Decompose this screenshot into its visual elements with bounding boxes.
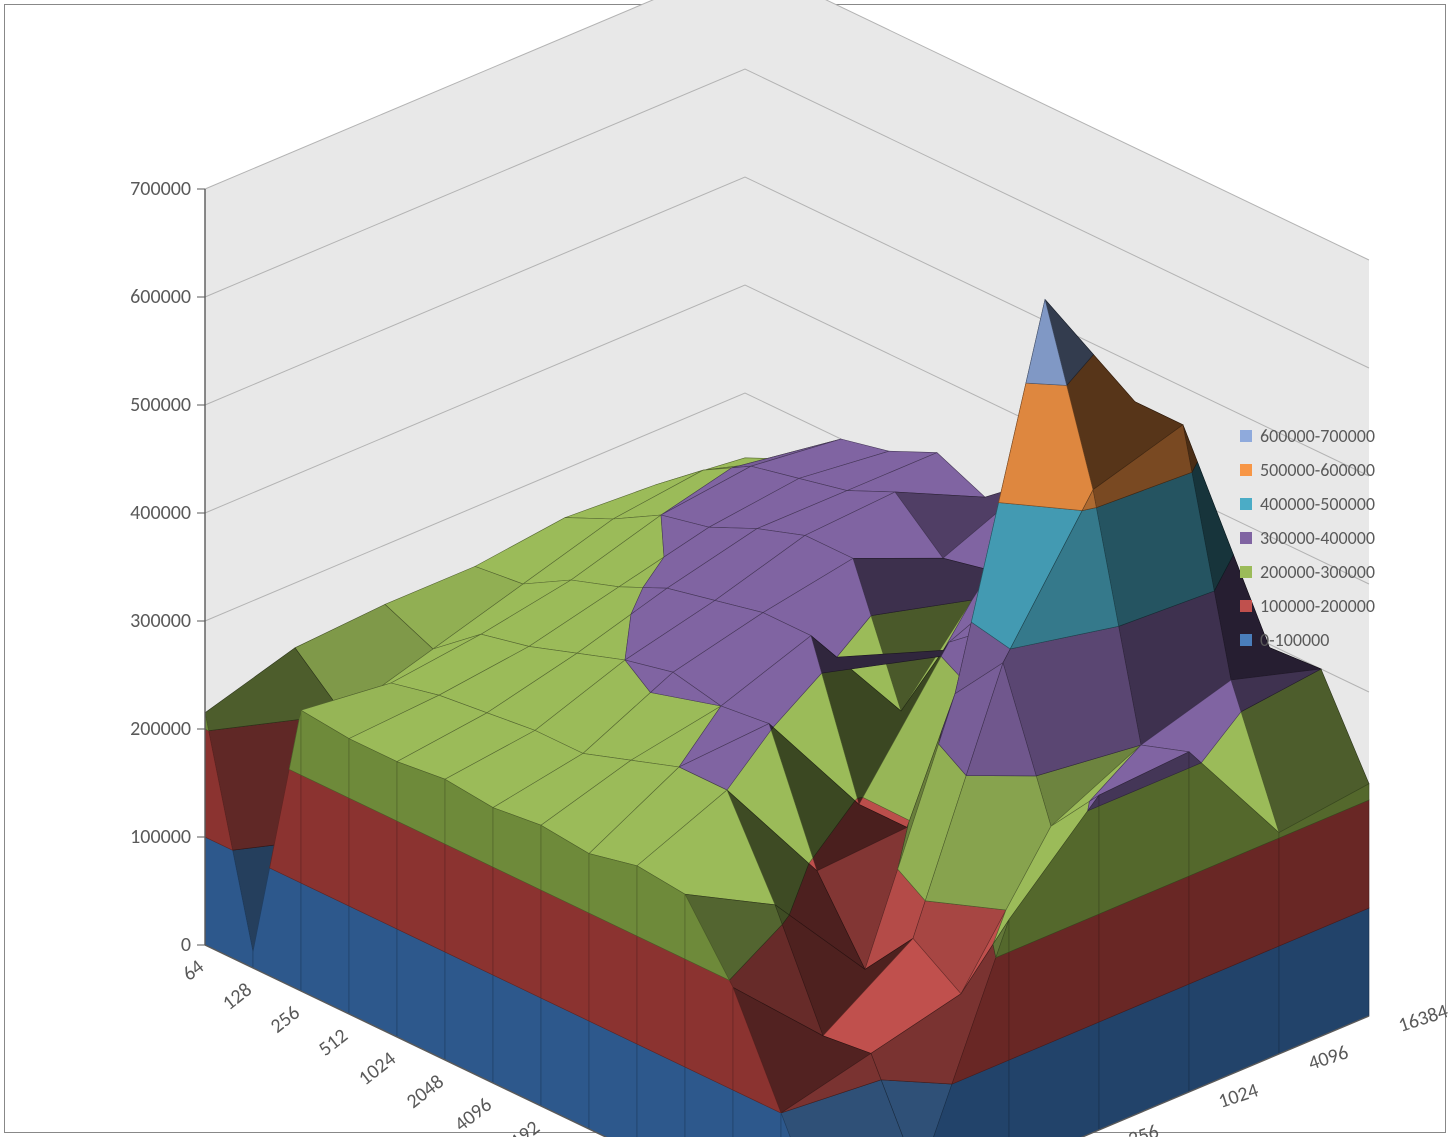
x-tick-label: 64 [178, 955, 209, 986]
legend-label: 400000-500000 [1260, 493, 1375, 515]
legend-label: 500000-600000 [1260, 459, 1375, 481]
x-tick-label: 2048 [402, 1070, 449, 1114]
x-tick-label: 512 [314, 1024, 353, 1062]
x-tick-label: 1024 [354, 1047, 401, 1091]
legend-label: 100000-200000 [1260, 595, 1375, 617]
x-tick-label: 8192 [498, 1116, 545, 1137]
z-tick-label: 200000 [130, 717, 191, 741]
legend-item: 500000-600000 [1240, 459, 1410, 481]
z-tick-label: 400000 [130, 501, 191, 525]
legend-label: 300000-400000 [1260, 527, 1375, 549]
legend: 600000-700000 500000-600000 400000-500000 3… [1240, 425, 1410, 663]
chart-frame: 0 100000 200000 300000 400000 500000 600000 700… [4, 4, 1446, 1133]
x-tick-label: 128 [218, 978, 257, 1016]
legend-label: 0-100000 [1260, 629, 1329, 651]
legend-item: 200000-300000 [1240, 561, 1410, 583]
legend-swatch [1240, 600, 1252, 612]
legend-swatch [1240, 430, 1252, 442]
z-tick-label: 700000 [130, 177, 191, 201]
y-tick-label: 16384 [1395, 999, 1450, 1037]
legend-item: 300000-400000 [1240, 527, 1410, 549]
legend-swatch [1240, 566, 1252, 578]
legend-label: 200000-300000 [1260, 561, 1375, 583]
legend-swatch [1240, 634, 1252, 646]
z-tick-label: 100000 [130, 825, 191, 849]
z-tick-label: 500000 [130, 393, 191, 417]
x-tick-label: 256 [266, 1001, 305, 1039]
z-tick-label: 600000 [130, 285, 191, 309]
legend-item: 100000-200000 [1240, 595, 1410, 617]
y-tick-label: 4096 [1305, 1040, 1351, 1075]
z-tick-label: 0 [181, 933, 191, 957]
legend-swatch [1240, 532, 1252, 544]
x-tick-label: 4096 [450, 1093, 497, 1137]
surface-chart: 0 100000 200000 300000 400000 500000 600000 700… [45, 65, 1195, 1075]
z-tick-label: 300000 [130, 609, 191, 633]
legend-item: 600000-700000 [1240, 425, 1410, 447]
plot-area: 0 100000 200000 300000 400000 500000 600000 700… [45, 65, 1195, 1075]
legend-swatch [1240, 498, 1252, 510]
y-tick-label: 256 [1125, 1119, 1161, 1137]
legend-item: 0-100000 [1240, 629, 1410, 651]
legend-label: 600000-700000 [1260, 425, 1375, 447]
legend-item: 400000-500000 [1240, 493, 1410, 515]
y-tick-label: 1024 [1215, 1078, 1261, 1113]
legend-swatch [1240, 464, 1252, 476]
